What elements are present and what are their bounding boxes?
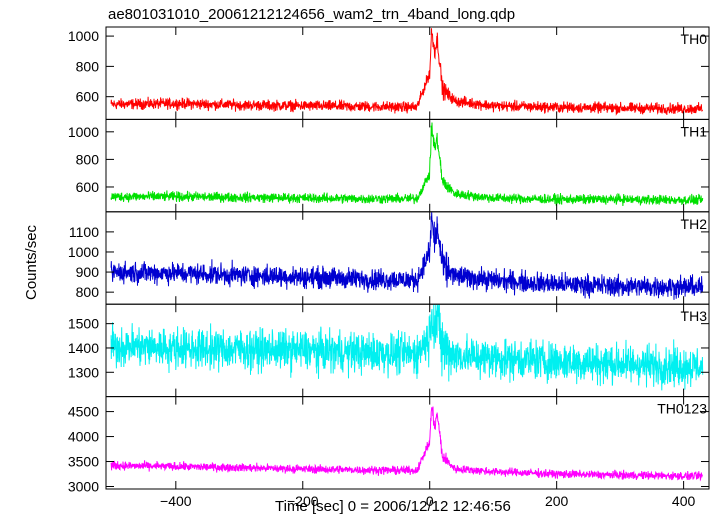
x-tick-label: −400 — [160, 493, 192, 509]
chart-title: ae801031010_20061212124656_wam2_trn_4ban… — [108, 6, 516, 23]
x-tick-label: 200 — [545, 493, 569, 509]
y-tick-label-th2: 1100 — [69, 224, 99, 240]
y-tick-label-th0123: 3500 — [68, 454, 99, 470]
series-line-th2 — [110, 212, 704, 300]
series-line-th0 — [110, 28, 704, 116]
x-tick-label: −200 — [287, 493, 319, 509]
y-tick-label-th2: 1000 — [68, 244, 99, 260]
y-tick-label-th3: 1400 — [68, 340, 99, 356]
y-tick-label-th2: 800 — [76, 284, 100, 300]
series-label-th0: TH0 — [681, 31, 708, 47]
series-line-th3 — [110, 304, 704, 391]
series-label-th2: TH2 — [681, 216, 708, 232]
series-label-th1: TH1 — [681, 123, 708, 139]
y-tick-label-th0123: 4000 — [68, 429, 99, 445]
series-line-th0123 — [110, 406, 703, 482]
y-tick-label-th0: 800 — [76, 58, 100, 74]
y-tick-label-th3: 1300 — [68, 364, 99, 380]
y-tick-label-th0: 600 — [76, 89, 100, 105]
y-tick-label-th0: 1000 — [68, 28, 99, 44]
y-tick-label-th0123: 4500 — [68, 404, 99, 420]
y-tick-label-th1: 600 — [76, 179, 100, 195]
y-tick-label-th2: 900 — [76, 264, 100, 280]
x-tick-label: 0 — [426, 493, 434, 509]
series-line-th1 — [110, 122, 704, 207]
y-tick-label-th1: 1000 — [68, 124, 99, 140]
panel-frame-th0123 — [105, 396, 710, 490]
y-tick-label-th0123: 3000 — [68, 479, 99, 495]
series-label-th3: TH3 — [681, 308, 708, 324]
y-tick-label-th1: 800 — [76, 151, 100, 167]
y-tick-label-th3: 1500 — [68, 316, 99, 332]
series-label-th0123: TH0123 — [657, 401, 707, 417]
x-axis-label: Time [sec] 0 = 2006/12/12 12:46:56 — [275, 498, 511, 515]
x-tick-label: 400 — [672, 493, 696, 509]
